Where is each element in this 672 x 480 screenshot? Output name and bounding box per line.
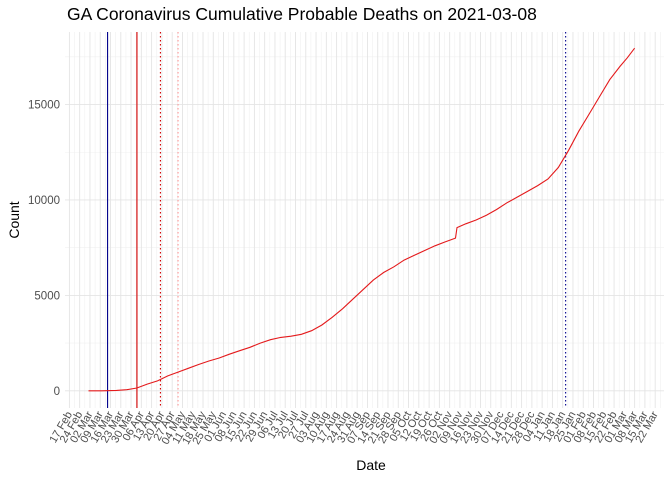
y-tick-label: 15000 [28,100,60,112]
series-lines [88,47,636,392]
vertical-marker-lines [107,32,567,408]
y-tick-label: 5000 [34,290,60,302]
major-gridlines [65,32,664,408]
minor-gridlines [65,32,664,408]
y-axis-ticks: 0 5000 10000 15000 [28,100,60,398]
y-tick-label: 0 [54,386,60,398]
series-line [88,47,636,392]
chart-title: GA Coronavirus Cumulative Probable Death… [67,4,537,24]
y-tick-label: 10000 [28,195,60,207]
y-axis-label: Count [6,201,22,238]
x-axis-label: Date [356,457,386,473]
